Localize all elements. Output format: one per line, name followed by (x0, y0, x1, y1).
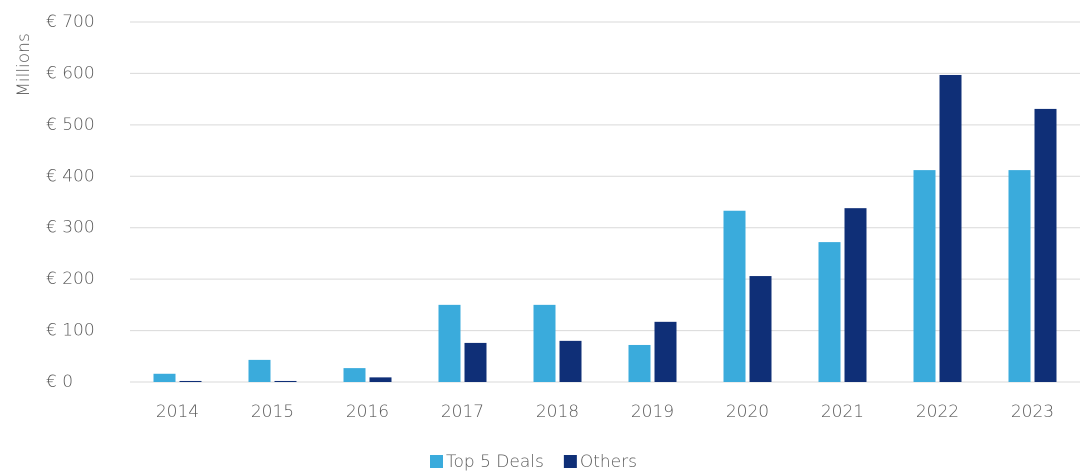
x-tick-label: 2020 (726, 402, 769, 422)
x-tick-label: 2022 (916, 402, 959, 422)
bar (438, 304, 461, 382)
x-tick-label: 2023 (1011, 402, 1054, 422)
legend-swatch (563, 455, 577, 468)
y-tick-label: € 500 (46, 115, 95, 135)
bar (248, 359, 271, 382)
bar (464, 342, 487, 382)
y-tick-label: € 0 (46, 372, 73, 392)
bar (628, 344, 651, 382)
y-tick-label: € 700 (46, 12, 95, 32)
bar (343, 368, 366, 382)
x-tick-label: 2015 (251, 402, 294, 422)
x-tick-label: 2021 (821, 402, 864, 422)
y-tick-label: € 400 (46, 166, 95, 186)
y-axis-label: Millions (14, 33, 34, 97)
bar (274, 380, 297, 382)
x-tick-label: 2018 (536, 402, 579, 422)
bar (1034, 108, 1057, 383)
x-tick-label: 2019 (631, 402, 674, 422)
bar (1008, 170, 1031, 382)
y-tick-label: € 300 (46, 218, 95, 238)
bar (939, 74, 962, 382)
y-tick-label: € 100 (46, 321, 95, 341)
bar (749, 276, 772, 382)
bar (844, 208, 867, 382)
legend-swatch (430, 455, 443, 468)
bar (533, 304, 556, 382)
legend-label: Top 5 Deals (446, 452, 544, 472)
y-tick-label: € 600 (46, 63, 95, 83)
bar (153, 373, 176, 382)
bar (723, 210, 746, 382)
bar (913, 170, 936, 382)
bar (654, 321, 677, 382)
bar (559, 340, 582, 382)
y-tick-label: € 200 (46, 269, 95, 289)
bar (179, 380, 202, 382)
bar (369, 377, 392, 382)
bar (818, 242, 841, 382)
x-tick-label: 2016 (346, 402, 389, 422)
x-tick-label: 2017 (441, 402, 484, 422)
legend-label: Others (580, 452, 637, 472)
x-tick-label: 2014 (156, 402, 199, 422)
